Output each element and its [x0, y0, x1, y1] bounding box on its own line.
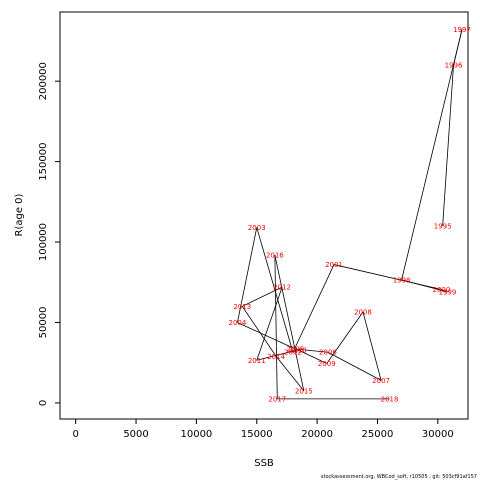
- segment-2003-2004: [237, 227, 258, 323]
- point-label-1997: 1997: [453, 26, 471, 34]
- segment-1995-1996: [442, 65, 454, 226]
- segment-2014-2015: [275, 356, 305, 392]
- segment-2008-2009: [326, 311, 364, 364]
- point-label-2017: 2017: [268, 395, 286, 403]
- segment-2005-2006: [295, 348, 329, 353]
- y-tick-label: 50000: [38, 307, 49, 339]
- point-label-2011: 2011: [248, 357, 266, 365]
- segment-2016-2017: [274, 254, 278, 399]
- point-label-1996: 1996: [445, 62, 463, 70]
- point-label-2006: 2006: [319, 349, 337, 357]
- footer-note: stockassessment.org, WBCod_soft, r10505 …: [321, 474, 477, 480]
- point-label-2003: 2003: [248, 224, 266, 232]
- x-tick-label: 20000: [301, 429, 333, 440]
- point-label-2009: 2009: [318, 360, 336, 368]
- x-tick-label: 15000: [241, 429, 273, 440]
- segment-2015-2016: [274, 254, 305, 391]
- segment-2001-2002: [292, 264, 335, 353]
- y-tick-label: 200000: [38, 62, 49, 100]
- segment-1997-1998: [401, 29, 463, 280]
- plot-area: [59, 11, 469, 420]
- point-label-2008: 2008: [354, 309, 372, 317]
- segment-2010-2011: [256, 349, 298, 361]
- point-label-2012: 2012: [273, 284, 291, 292]
- x-tick-label: 0: [73, 429, 79, 440]
- point-label-2015: 2015: [295, 387, 313, 395]
- point-label-1999: 1999: [439, 288, 457, 296]
- segment-2013-2014: [241, 306, 277, 357]
- y-tick-label: 150000: [38, 143, 49, 181]
- y-tick-label: 100000: [38, 223, 49, 261]
- segment-2004-2005: [237, 322, 296, 350]
- x-tick-label: 5000: [123, 429, 148, 440]
- point-label-2007: 2007: [372, 377, 390, 385]
- segment-2009-2010: [297, 349, 327, 364]
- x-axis-label: SSB: [254, 458, 274, 469]
- point-label-2018: 2018: [381, 395, 399, 403]
- x-tick-label: 30000: [422, 429, 454, 440]
- y-axis: 0 50000 100000 150000 200000: [38, 62, 60, 406]
- x-tick-label: 10000: [180, 429, 212, 440]
- segment-2006-2007: [327, 351, 382, 381]
- segment-2002-2003: [256, 227, 294, 353]
- segment-2011-2012: [256, 286, 283, 361]
- x-axis: 0 5000 10000 15000 20000 25000 30000: [73, 419, 454, 440]
- point-label-2016: 2016: [266, 251, 284, 259]
- segment-2007-2008: [362, 311, 382, 381]
- point-label-2014: 2014: [267, 353, 285, 361]
- point-label-1998: 1998: [393, 276, 411, 284]
- y-tick-label: 0: [38, 400, 49, 406]
- point-label-2010: 2010: [289, 346, 307, 354]
- segment-2000-2001: [333, 264, 442, 290]
- point-label-2001: 2001: [325, 261, 343, 269]
- segment-1999-2000: [441, 289, 448, 293]
- point-label-2004: 2004: [229, 319, 247, 327]
- y-axis-label: R(age 0): [14, 193, 25, 236]
- point-label-2013: 2013: [233, 303, 251, 311]
- x-tick-label: 25000: [362, 429, 394, 440]
- point-label-1995: 1995: [434, 222, 452, 230]
- point-label-2002: 2002: [284, 349, 302, 357]
- trajectory-lines: [237, 29, 463, 400]
- point-label-2005: 2005: [286, 346, 304, 354]
- point-label-2000: 2000: [433, 286, 451, 294]
